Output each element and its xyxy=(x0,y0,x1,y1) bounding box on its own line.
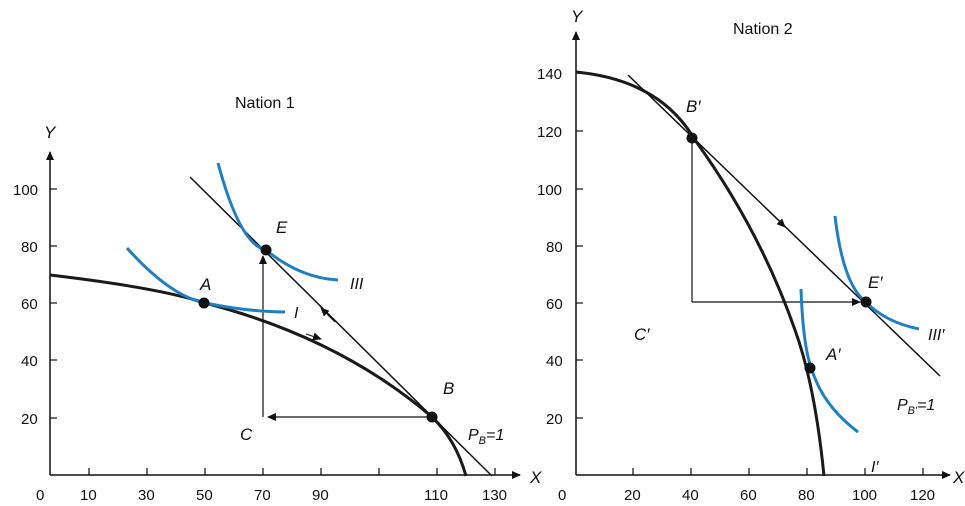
x-tick-label: 0 xyxy=(558,487,566,504)
point-e-prime-nation-2 xyxy=(860,296,872,308)
point-label-c-prime-nation-2: C′ xyxy=(634,325,650,344)
x-tick-label: 30 xyxy=(138,487,155,504)
price-line-nation-1 xyxy=(189,176,493,477)
y-tick-label: 40 xyxy=(546,353,563,370)
x-tick-label: 60 xyxy=(740,487,757,504)
panel-nation-1: Nation 1 X Y 0 10 30 50 70 90 110 130 15… xyxy=(13,95,542,504)
y-tick-label: 60 xyxy=(546,296,563,313)
y-tick-label: 120 xyxy=(537,124,562,141)
x-tick-label: 40 xyxy=(682,487,699,504)
x-tick-labels-nation-1: 0 10 30 50 70 90 110 130 150 xyxy=(36,487,507,504)
y-ticks-nation-2 xyxy=(576,72,583,419)
x-tick-labels-nation-2: 0 20 40 60 80 100 120 xyxy=(558,487,935,504)
curve-label-i-nation-2: I′ xyxy=(871,459,879,476)
point-b-prime-nation-2 xyxy=(686,132,698,144)
panel-nation-2: Nation 2 X Y 0 20 40 60 80 100 120 xyxy=(537,7,965,504)
point-label-e-nation-1: E xyxy=(276,218,288,237)
y-tick-labels-nation-1: 20 40 60 80 100 xyxy=(13,182,38,428)
price-label-nation-2: PB′=1 xyxy=(897,397,935,417)
point-e-nation-1 xyxy=(260,244,272,256)
x-ticks-nation-2 xyxy=(632,468,924,475)
point-label-a-nation-1: A xyxy=(199,275,211,294)
point-b-nation-1 xyxy=(426,411,438,423)
production-frontier-nation-1 xyxy=(49,273,468,477)
point-label-c-nation-1: C xyxy=(240,425,253,444)
x-tick-label: 80 xyxy=(798,487,815,504)
curve-label-iii-nation-1: III xyxy=(350,276,364,293)
x-tick-label: 10 xyxy=(80,487,97,504)
y-tick-label: 20 xyxy=(546,411,563,428)
point-label-e-prime-nation-2: E′ xyxy=(868,273,883,292)
x-tick-label: 70 xyxy=(254,487,271,504)
price-line-arrow-nation-2 xyxy=(769,211,786,228)
x-tick-label: 50 xyxy=(196,487,213,504)
point-a-prime-nation-2 xyxy=(804,362,816,374)
point-label-b-nation-1: B xyxy=(443,379,454,398)
y-tick-label: 100 xyxy=(13,182,38,199)
y-tick-label: 140 xyxy=(537,66,562,83)
x-tick-label: 0 xyxy=(36,487,44,504)
y-tick-label: 80 xyxy=(546,239,563,256)
y-tick-label: 100 xyxy=(537,182,562,199)
curve-label-i-nation-1: I xyxy=(294,305,299,322)
y-tick-label: 80 xyxy=(21,239,38,256)
x-ticks-nation-1 xyxy=(88,468,496,475)
panel-title-nation-2: Nation 2 xyxy=(733,21,793,38)
price-label-nation-1: PB=1 xyxy=(468,427,504,447)
x-tick-label: 20 xyxy=(624,487,641,504)
x-axis-label-nation-1: X xyxy=(529,468,542,487)
y-axis-label-nation-1: Y xyxy=(44,123,57,142)
x-tick-label: 100 xyxy=(852,487,877,504)
point-label-b-prime-nation-2: B′ xyxy=(686,97,701,116)
production-frontier-nation-2 xyxy=(575,70,826,477)
x-tick-label: 90 xyxy=(312,487,329,504)
x-tick-label: 120 xyxy=(910,487,935,504)
point-a-nation-1 xyxy=(198,297,210,309)
frontier-arrow-nation-1 xyxy=(305,332,322,341)
x-tick-label: 130 xyxy=(482,487,507,504)
y-ticks-nation-1 xyxy=(50,188,57,419)
curve-label-iii-nation-2: III′ xyxy=(928,327,945,344)
price-line-arrow-nation-1 xyxy=(320,307,336,323)
y-tick-label: 60 xyxy=(21,296,38,313)
y-tick-label: 20 xyxy=(21,411,38,428)
y-axis-label-nation-2: Y xyxy=(571,7,584,26)
y-tick-labels-nation-2: 20 40 60 80 100 120 140 xyxy=(537,66,563,428)
x-axis-label-nation-2: X xyxy=(952,468,965,487)
point-label-a-prime-nation-2: A′ xyxy=(825,345,841,364)
y-tick-label: 40 xyxy=(21,353,38,370)
x-tick-label: 110 xyxy=(424,487,448,504)
panel-title-nation-1: Nation 1 xyxy=(235,95,295,112)
